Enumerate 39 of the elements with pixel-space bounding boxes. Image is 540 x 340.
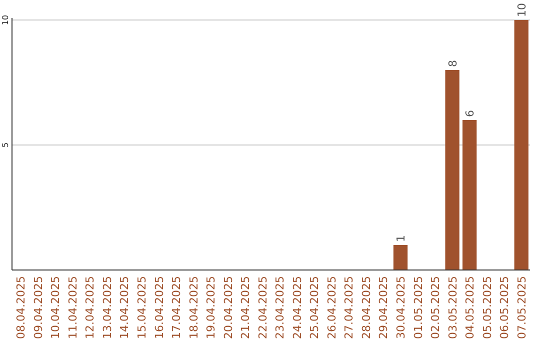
x-tick-label: 23.04.2025 — [274, 276, 287, 339]
x-tick-label: 26.04.2025 — [325, 276, 338, 339]
x-tick-label: 27.04.2025 — [342, 276, 356, 339]
x-tick-label: 25.04.2025 — [308, 276, 322, 339]
x-tick-label: 19.04.2025 — [204, 276, 218, 339]
x-tick-label: 10.04.2025 — [49, 276, 62, 339]
x-tick-label: 28.04.2025 — [360, 276, 373, 339]
x-tick-label: 17.04.2025 — [170, 276, 184, 339]
x-tick-label: 01.05.2025 — [412, 276, 425, 339]
bar — [445, 70, 460, 270]
x-tick-label: 02.05.2025 — [429, 276, 442, 339]
x-tick-label: 09.04.2025 — [32, 276, 45, 339]
x-tick-label: 06.05.2025 — [498, 276, 512, 339]
x-tick-label: 29.04.2025 — [377, 276, 390, 339]
x-tick-label: 22.04.2025 — [256, 276, 270, 339]
x-tick-label: 14.04.2025 — [118, 276, 132, 339]
bar — [514, 20, 528, 270]
x-tick-label: 24.04.2025 — [290, 276, 304, 339]
x-tick-label: 12.04.2025 — [84, 276, 97, 339]
x-tick-label: 04.05.2025 — [464, 276, 477, 339]
x-tick-label: 15.04.2025 — [136, 276, 148, 339]
bar — [393, 245, 408, 270]
x-tick-label: 13.04.2025 — [100, 276, 114, 339]
x-tick-label: 11.04.2025 — [66, 276, 80, 339]
data-label: 6 — [464, 110, 477, 117]
x-tick-label: 21.04.2025 — [239, 276, 252, 339]
data-label: 10 — [515, 3, 528, 17]
x-tick-label: 07.05.2025 — [515, 276, 528, 339]
x-tick-label: 08.04.2025 — [14, 276, 28, 339]
x-tick-label: 16.04.2025 — [152, 276, 166, 339]
x-tick-label: 03.05.2025 — [446, 276, 460, 339]
data-label: 8 — [446, 60, 460, 67]
data-label: 1 — [394, 235, 408, 242]
x-tick-label: 20.04.2025 — [222, 276, 235, 339]
y-tick-label: 5 — [1, 142, 10, 148]
x-tick-label: 05.05.2025 — [480, 276, 494, 339]
bar — [462, 120, 477, 270]
x-tick-label: 18.04.2025 — [187, 276, 200, 339]
x-tick-label: 30.04.2025 — [394, 276, 408, 339]
